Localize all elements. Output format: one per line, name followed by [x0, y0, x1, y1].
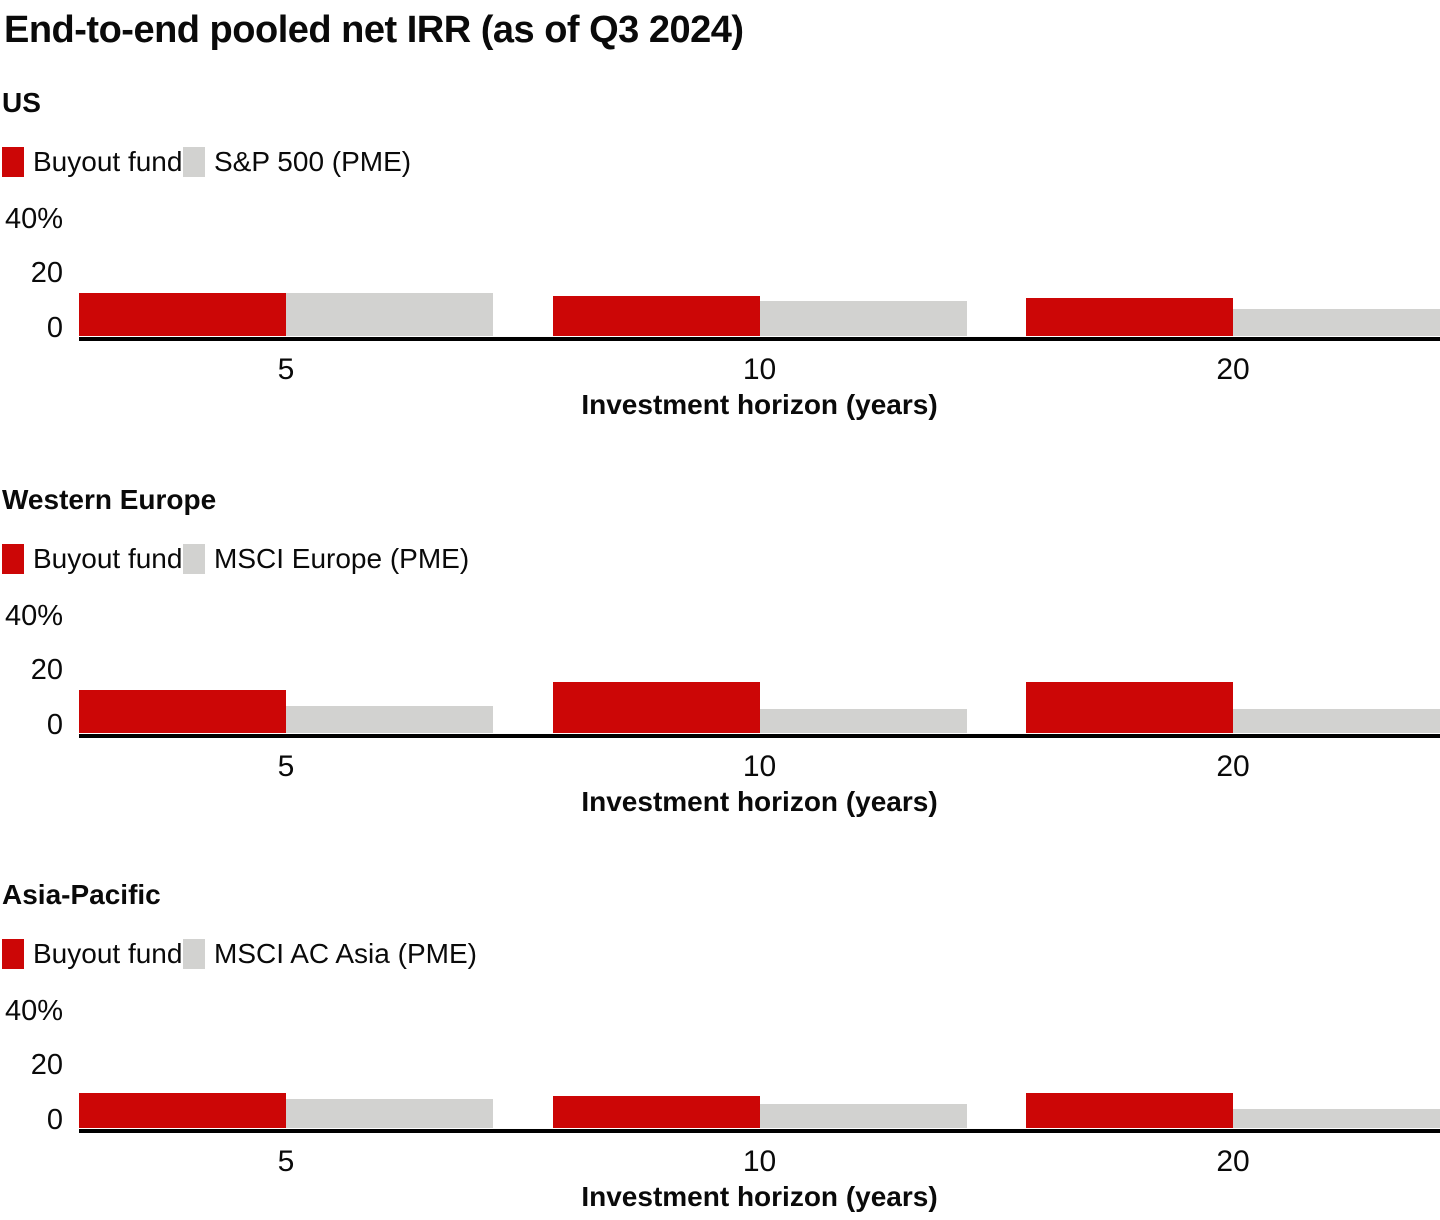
x-axis-tick-label: 20 [1216, 1145, 1250, 1178]
y-axis-tick-label: 40% [4, 202, 63, 235]
y-axis-tick-label: 0 [46, 1103, 63, 1136]
region-heading: Western Europe [2, 484, 217, 515]
bar-buyout-5yr [79, 293, 286, 337]
legend-swatch-benchmark [183, 544, 205, 574]
legend-label-buyout: Buyout funds [33, 146, 197, 177]
legend: Buyout funds MSCI Europe (PME) [0, 543, 900, 575]
legend-swatch-buyout [2, 544, 24, 574]
legend-label-benchmark: MSCI AC Asia (PME) [214, 938, 477, 969]
x-axis-title: Investment horizon (years) [581, 786, 938, 817]
region-heading: US [2, 87, 41, 118]
y-axis-tick-label: 40% [4, 994, 63, 1027]
bar-benchmark-10yr [759, 301, 967, 337]
y-axis-tick-label: 40% [4, 599, 63, 632]
x-axis-tick-label: 20 [1216, 353, 1250, 386]
chart-title: End-to-end pooled net IRR (as of Q3 2024… [4, 9, 744, 51]
bar-buyout-10yr [552, 681, 760, 734]
bar-benchmark-10yr [759, 709, 967, 734]
bar-buyout-10yr [552, 295, 760, 337]
legend: Buyout funds MSCI AC Asia (PME) [0, 938, 900, 970]
region-chart-us: US Buyout funds S&P 500 (PME) 40% 20 0 5 10 2… [0, 88, 1440, 428]
region-chart-asia-pacific: Asia-Pacific Buyout funds MSCI AC Asia (… [0, 880, 1440, 1220]
x-axis-tick-label: 10 [742, 1145, 777, 1178]
x-axis-line [79, 336, 1440, 341]
legend-label-benchmark: S&P 500 (PME) [214, 146, 412, 177]
bar-benchmark-10yr [759, 1104, 967, 1129]
x-axis-title: Investment horizon (years) [581, 389, 938, 420]
bar-buyout-20yr [1026, 298, 1233, 337]
bar-buyout-5yr [79, 690, 286, 734]
y-axis-tick-label: 20 [30, 654, 63, 687]
x-axis-tick-label: 20 [1216, 750, 1250, 783]
x-axis-tick-label: 5 [277, 1145, 295, 1178]
legend-label-benchmark: MSCI Europe (PME) [214, 543, 470, 574]
bar-buyout-10yr [552, 1095, 760, 1129]
region-heading: Asia-Pacific [2, 879, 161, 910]
bar-buyout-20yr [1026, 1093, 1233, 1129]
legend: Buyout funds S&P 500 (PME) [0, 146, 900, 178]
x-axis-tick-label: 5 [277, 750, 295, 783]
region-chart-western-europe: Western Europe Buyout funds MSCI Europe … [0, 485, 1440, 825]
y-axis-tick-label: 20 [30, 1049, 63, 1082]
y-axis-tick-label: 20 [30, 257, 63, 290]
legend-label-buyout: Buyout funds [33, 543, 197, 574]
bar-buyout-5yr [79, 1093, 286, 1129]
legend-swatch-buyout [2, 147, 24, 177]
bar-benchmark-20yr [1233, 1109, 1440, 1129]
bar-benchmark-20yr [1233, 709, 1440, 734]
legend-swatch-benchmark [183, 147, 205, 177]
legend-label-buyout: Buyout funds [33, 938, 197, 969]
bar-benchmark-5yr [286, 293, 493, 337]
x-axis-tick-label: 10 [742, 750, 777, 783]
x-axis-tick-label: 10 [742, 353, 777, 386]
bar-benchmark-20yr [1233, 309, 1440, 337]
bar-benchmark-5yr [286, 1098, 493, 1129]
y-axis-tick-label: 0 [46, 311, 63, 344]
x-axis-title: Investment horizon (years) [581, 1181, 938, 1212]
y-axis-tick-label: 0 [46, 708, 63, 741]
x-axis-line [79, 1128, 1440, 1133]
bar-buyout-20yr [1026, 681, 1233, 734]
bar-benchmark-5yr [286, 706, 493, 734]
x-axis-tick-label: 5 [277, 353, 295, 386]
legend-swatch-benchmark [183, 939, 205, 969]
legend-swatch-buyout [2, 939, 24, 969]
x-axis-line [79, 733, 1440, 738]
